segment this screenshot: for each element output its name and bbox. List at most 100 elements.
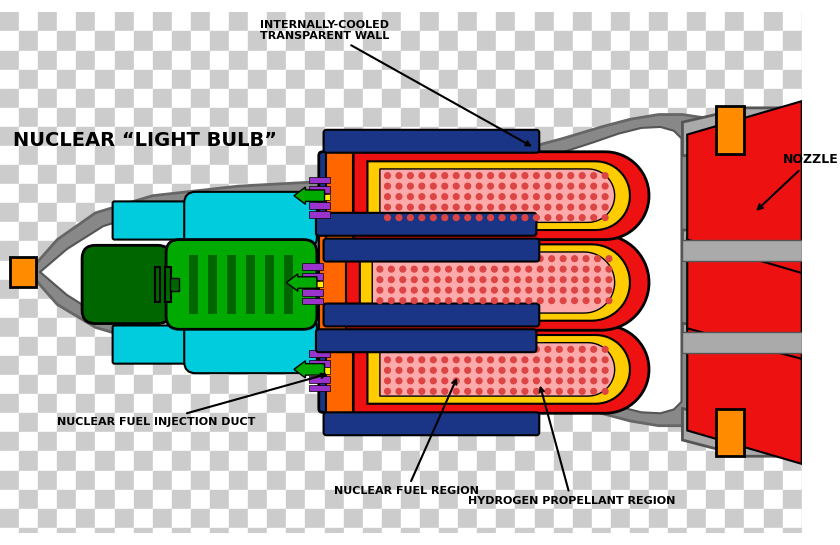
Circle shape — [488, 389, 493, 394]
Bar — [706, 375, 726, 394]
Bar — [496, 261, 516, 280]
Bar — [191, 508, 210, 528]
Bar — [191, 528, 210, 545]
Bar — [649, 356, 668, 375]
Bar — [630, 394, 649, 413]
Circle shape — [396, 389, 402, 394]
Bar — [744, 299, 764, 318]
Bar — [591, 528, 611, 545]
Bar — [573, 32, 591, 51]
Bar — [324, 127, 344, 146]
Text: NUCLEAR FUEL REGION: NUCLEAR FUEL REGION — [334, 380, 479, 496]
Bar — [96, 13, 114, 32]
Bar — [324, 184, 344, 203]
Bar — [363, 375, 382, 394]
Bar — [229, 299, 248, 318]
Circle shape — [591, 367, 596, 373]
Bar — [286, 32, 306, 51]
Bar — [420, 432, 439, 451]
Bar — [0, 13, 19, 32]
Bar — [363, 470, 382, 489]
Bar — [726, 108, 744, 127]
Bar — [248, 318, 267, 337]
Circle shape — [488, 194, 493, 199]
Bar — [611, 241, 630, 261]
Bar — [573, 299, 591, 318]
Bar — [267, 13, 286, 32]
Circle shape — [572, 298, 577, 304]
Circle shape — [400, 298, 406, 304]
Bar — [114, 89, 134, 108]
Bar — [267, 413, 286, 432]
Bar — [191, 337, 210, 356]
Circle shape — [430, 357, 436, 362]
Bar — [649, 222, 668, 241]
Bar — [554, 337, 573, 356]
Bar — [306, 51, 324, 70]
Polygon shape — [367, 335, 630, 404]
Bar — [630, 146, 649, 165]
Bar — [764, 470, 783, 489]
Bar — [38, 356, 57, 375]
Bar — [458, 318, 477, 337]
Bar — [458, 451, 477, 470]
Circle shape — [407, 173, 413, 178]
Bar — [687, 432, 706, 451]
Bar — [420, 299, 439, 318]
Polygon shape — [372, 252, 615, 313]
Polygon shape — [353, 152, 649, 240]
Bar — [573, 261, 591, 280]
Bar — [306, 108, 324, 127]
Polygon shape — [687, 292, 801, 464]
Bar — [801, 356, 821, 375]
Bar — [801, 203, 821, 222]
Circle shape — [434, 277, 440, 282]
Bar — [516, 299, 534, 318]
Bar — [458, 432, 477, 451]
Bar — [801, 165, 821, 184]
Bar — [324, 528, 344, 545]
Bar — [401, 489, 420, 508]
Bar — [0, 318, 19, 337]
Bar — [764, 127, 783, 146]
Bar — [0, 89, 19, 108]
Bar — [516, 146, 534, 165]
Bar — [363, 356, 382, 375]
Bar — [706, 184, 726, 203]
Bar — [554, 32, 573, 51]
Bar — [573, 489, 591, 508]
Bar — [420, 51, 439, 70]
Bar — [191, 318, 210, 337]
Bar — [649, 432, 668, 451]
Bar — [611, 51, 630, 70]
Bar — [534, 356, 554, 375]
Bar — [191, 70, 210, 89]
Bar — [573, 89, 591, 108]
Bar — [210, 432, 229, 451]
Bar — [57, 13, 76, 32]
Bar — [630, 318, 649, 337]
Bar — [153, 222, 172, 241]
Bar — [38, 32, 57, 51]
Bar — [286, 108, 306, 127]
Bar — [764, 394, 783, 413]
Bar — [38, 127, 57, 146]
Bar — [726, 470, 744, 489]
Bar — [649, 299, 668, 318]
Bar — [229, 70, 248, 89]
Bar — [57, 432, 76, 451]
Bar — [573, 146, 591, 165]
Circle shape — [385, 367, 391, 373]
Bar — [165, 267, 171, 301]
Circle shape — [514, 267, 520, 272]
Bar — [554, 222, 573, 241]
Polygon shape — [687, 101, 801, 273]
Bar — [382, 32, 401, 51]
Bar — [229, 261, 248, 280]
Circle shape — [545, 194, 551, 199]
Circle shape — [538, 287, 543, 293]
Bar — [210, 413, 229, 432]
Bar — [477, 146, 496, 165]
Bar — [363, 394, 382, 413]
Circle shape — [549, 277, 554, 282]
